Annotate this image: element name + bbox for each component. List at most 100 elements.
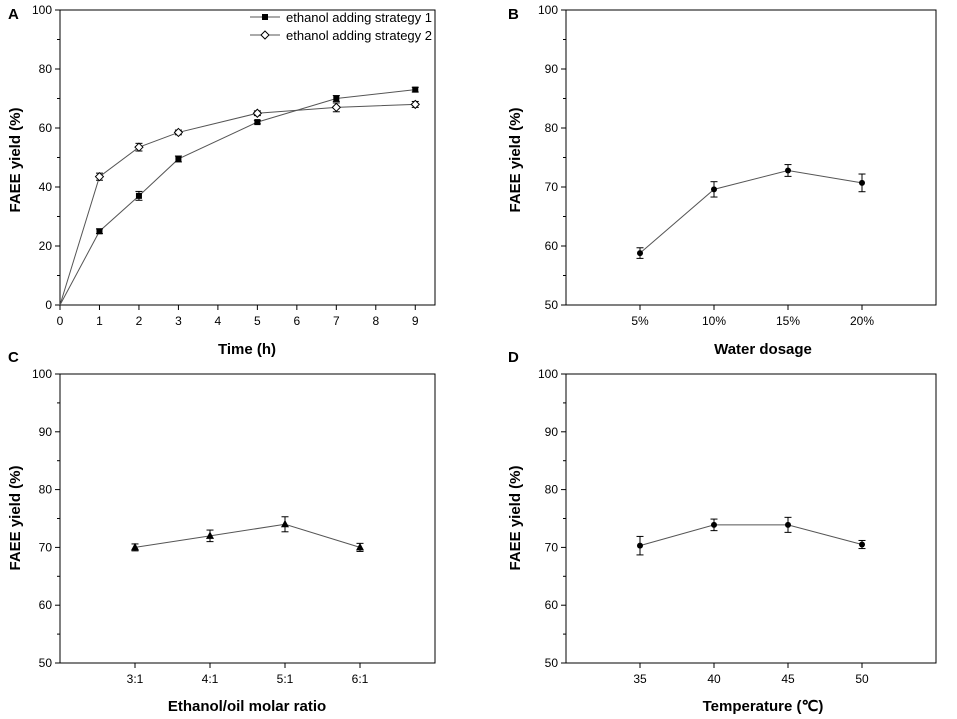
panel-d-series-1-point xyxy=(637,542,643,549)
panel-b: B Water dosage FAEE yield (%) 50 60 70 80 90… xyxy=(507,3,937,358)
panel-c-xtick-label: 3:1 xyxy=(127,672,144,686)
panel-b-xtick-label: 20% xyxy=(850,314,874,328)
panel-c-ylabel: FAEE yield (%) xyxy=(7,465,24,570)
panel-c-series-1-point xyxy=(281,519,289,528)
panel-d-label: D xyxy=(508,349,519,366)
panel-c-ytick-label: 80 xyxy=(39,483,53,497)
panel-d-xtick-label: 50 xyxy=(855,672,869,686)
panel-a-ytick-label: 60 xyxy=(39,121,53,135)
panel-a-series-2-point xyxy=(331,102,342,113)
panel-a-xtick-label: 7 xyxy=(333,314,340,328)
panel-a-series-1-point xyxy=(175,155,182,162)
panel-a-series-2-point xyxy=(173,127,184,138)
panel-d-ytick-label: 90 xyxy=(545,425,559,439)
panel-b-ytick-label: 80 xyxy=(545,121,559,135)
panel-a-series-2-point xyxy=(252,108,263,118)
panel-d-ytick-label: 50 xyxy=(545,656,559,670)
panel-b-xtick-label: 5% xyxy=(631,314,649,328)
panel-c-xlabel: Ethanol/oil molar ratio xyxy=(168,698,326,715)
panel-c-xtick-label: 6:1 xyxy=(352,672,369,686)
panel-a-xlabel: Time (h) xyxy=(218,341,276,358)
panel-d-series-1-point xyxy=(785,521,791,528)
panel-b-plot-frame xyxy=(565,9,937,306)
panel-d-plot-frame xyxy=(565,373,937,664)
panel-d-xtick-label: 45 xyxy=(781,672,795,686)
panel-b-ytick-label: 90 xyxy=(545,62,559,76)
panel-a-label: A xyxy=(8,6,19,23)
panel-a-series-1-point xyxy=(135,192,142,199)
panel-c-xtick-label: 5:1 xyxy=(277,672,294,686)
panel-a-series-1-point xyxy=(333,95,340,102)
panel-b-ylabel: FAEE yield (%) xyxy=(507,107,524,212)
panel-a-xtick-label: 9 xyxy=(412,314,419,328)
panel-d-ytick-label: 60 xyxy=(545,598,559,612)
legend-label-strategy-1: ethanol adding strategy 1 xyxy=(286,10,432,25)
panel-a-series-2-point xyxy=(94,171,105,182)
panel-a-series-2-point xyxy=(134,142,144,152)
panel-d: D Temperature (℃) FAEE yield (%) 50 60 70 8… xyxy=(507,349,937,715)
panel-b-series-1-point xyxy=(785,167,791,174)
panel-b-series-1-point xyxy=(859,179,865,186)
panel-a-xtick-label: 1 xyxy=(96,314,103,328)
panel-d-ylabel: FAEE yield (%) xyxy=(507,465,524,570)
panel-d-xtick-label: 35 xyxy=(633,672,647,686)
panel-c-ytick-label: 70 xyxy=(39,540,53,554)
panel-a-series-1-point xyxy=(96,228,103,235)
panel-c-series-1-point xyxy=(206,531,214,539)
panel-a-xtick-label: 4 xyxy=(215,314,222,328)
panel-a-series-1-point xyxy=(254,119,261,126)
panel-c-plot-frame xyxy=(59,373,436,664)
panel-a-series-1-point xyxy=(412,86,419,93)
panel-c-series-1-point xyxy=(131,542,139,551)
panel-a-ytick-label: 20 xyxy=(39,239,53,253)
panel-b-xlabel: Water dosage xyxy=(714,341,812,358)
panel-b-ytick-label: 60 xyxy=(545,239,559,253)
panel-d-ytick-label: 70 xyxy=(545,540,559,554)
panel-d-xlabel: Temperature (℃) xyxy=(703,698,824,715)
panel-a-ytick-label: 100 xyxy=(32,3,52,17)
panel-c-xtick-label: 4:1 xyxy=(202,672,219,686)
panel-b-series-1-line xyxy=(639,169,863,254)
panel-a-xtick-label: 3 xyxy=(175,314,182,328)
panel-a-ytick-label: 0 xyxy=(45,298,52,312)
panel-d-ytick-label: 80 xyxy=(545,483,559,497)
panel-d-series-1-point xyxy=(859,541,865,548)
legend-label-strategy-2: ethanol adding strategy 2 xyxy=(286,28,432,43)
panel-c-ytick-label: 90 xyxy=(39,425,53,439)
panel-c-series-1-line xyxy=(134,523,361,548)
panel-d-xtick-label: 40 xyxy=(707,672,721,686)
panel-a-series-2-line xyxy=(59,103,416,306)
panel-c-series-1-point xyxy=(356,542,364,551)
panel-b-ytick-label: 70 xyxy=(545,180,559,194)
panel-b-ytick-label: 100 xyxy=(538,3,558,17)
panel-b-xtick-label: 10% xyxy=(702,314,726,328)
panel-c-ytick-label: 100 xyxy=(32,367,52,381)
panel-c: C Ethanol/oil molar ratio FAEE yield (%)… xyxy=(7,349,436,715)
panel-d-series-1-line xyxy=(639,524,863,547)
panel-d-series-1-point xyxy=(711,521,717,528)
panel-c-label: C xyxy=(8,349,19,366)
panel-d-ytick-label: 100 xyxy=(538,367,558,381)
panel-b-label: B xyxy=(508,6,519,23)
panel-a-ylabel: FAEE yield (%) xyxy=(7,107,24,212)
legend-marker-strategy-2 xyxy=(260,30,270,40)
legend-marker-strategy-1 xyxy=(262,14,268,20)
panel-a-plot-frame xyxy=(59,9,436,306)
panel-a-xtick-label: 8 xyxy=(372,314,379,328)
panel-b-xtick-label: 15% xyxy=(776,314,800,328)
panel-a-xtick-label: 0 xyxy=(57,314,64,328)
panel-c-ytick-label: 50 xyxy=(39,656,53,670)
panel-a: A Time (h) FAEE yield (%) ethanol adding… xyxy=(7,3,436,358)
panel-a-series-2-point xyxy=(410,99,420,110)
panel-b-series-1-point xyxy=(637,250,643,257)
panel-b-series-1-point xyxy=(711,186,717,193)
panel-a-xtick-label: 5 xyxy=(254,314,261,328)
panel-a-xtick-label: 2 xyxy=(136,314,143,328)
panel-a-legend: ethanol adding strategy 1 ethanol adding… xyxy=(250,10,432,43)
panel-a-ytick-label: 40 xyxy=(39,180,53,194)
panel-b-ytick-label: 50 xyxy=(545,298,559,312)
panel-a-ytick-label: 80 xyxy=(39,62,53,76)
panel-c-ytick-label: 60 xyxy=(39,598,53,612)
panel-a-series-1-line xyxy=(59,89,416,306)
